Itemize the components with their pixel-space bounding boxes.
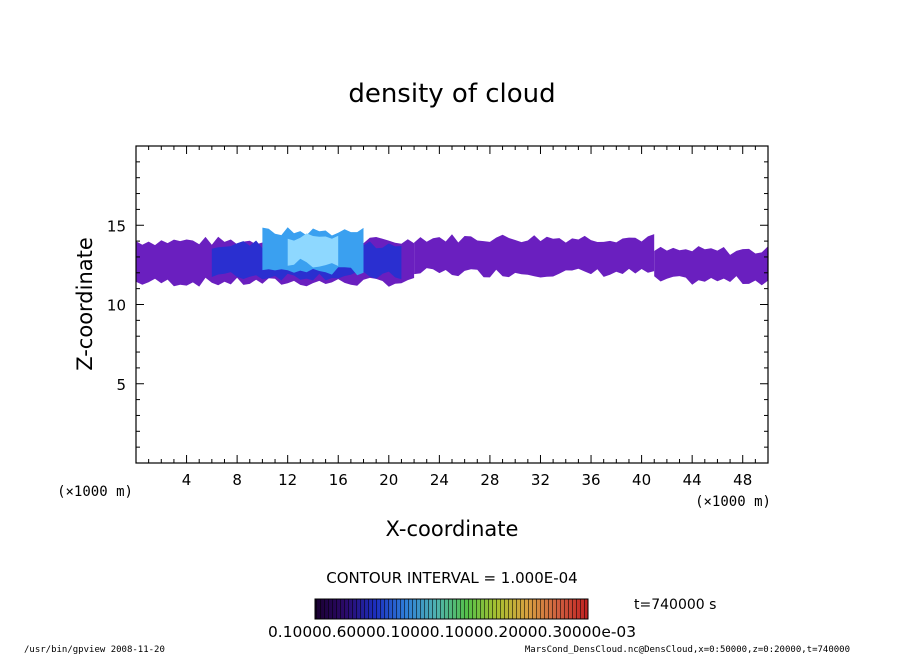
x-tick-label-24: 24 [430,471,449,489]
footer-right: MarsCond_DensCloud.nc@DensCloud,x=0:5000… [525,645,850,654]
cloud-band-low-1 [414,234,655,278]
x-tick-label-20: 20 [379,471,398,489]
x-tick-label-4: 4 [182,471,192,489]
y-tick-label-10: 10 [107,297,126,315]
colorbar-frame [314,598,589,620]
chart-title: density of cloud [348,79,555,109]
contour-interval-label: CONTOUR INTERVAL = 1.000E-04 [326,569,577,587]
y-axis-label: Z-coordinate [73,237,97,371]
cloud-band-low-2 [654,246,768,286]
footer-left: /usr/bin/gpview 2008-11-20 [24,645,165,654]
x-tick-label-28: 28 [480,471,499,489]
x-unit-left: (×1000 m) [57,484,133,500]
colorbar-bands [315,599,588,619]
x-tick-label-44: 44 [683,471,702,489]
x-tick-label-32: 32 [531,471,550,489]
cloud-density-field [136,227,768,287]
cloud-band-peak-5 [287,233,339,268]
time-label: t=740000 s [634,597,716,613]
colorbar-tick-labels: 0.10000.60000.10000.10000.20000.30000e-0… [268,623,636,641]
x-axis-label: X-coordinate [386,517,519,541]
colorbar [314,598,589,620]
y-tick-label-5: 5 [116,376,126,394]
x-tick-label-16: 16 [329,471,348,489]
x-tick-label-40: 40 [632,471,651,489]
x-tick-label-36: 36 [581,471,600,489]
x-tick-label-48: 48 [733,471,752,489]
x-unit-right: (×1000 m) [695,494,771,510]
x-tick-label-8: 8 [232,471,242,489]
plot-frame [135,145,769,464]
x-tick-label-12: 12 [278,471,297,489]
y-tick-label-15: 15 [107,217,126,235]
